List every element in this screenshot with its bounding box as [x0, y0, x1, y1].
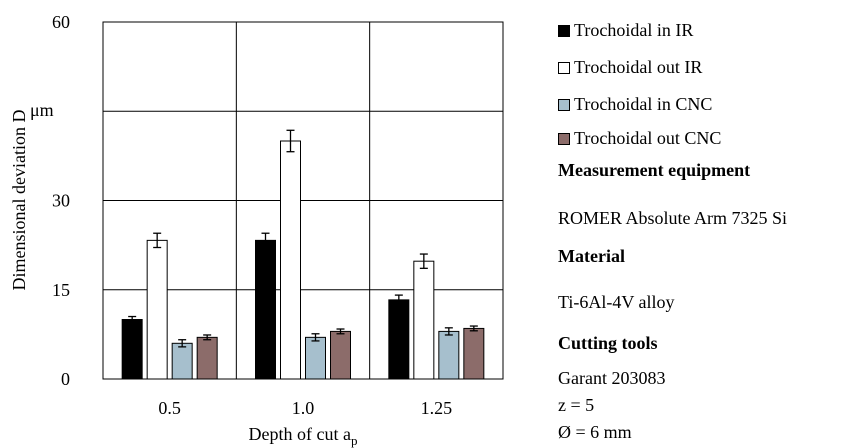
x-axis-label-subscript: p	[351, 433, 358, 448]
bar	[146, 239, 168, 380]
chart: 0 15 30 60 0.5 1.0 1.25 μm Dimensional deviati…	[9, 12, 504, 448]
x-tick-label: 0.5	[158, 398, 181, 418]
bar	[388, 299, 410, 380]
y-tick-label: 15	[52, 280, 70, 300]
legend-label-in-ir: Trochoidal in IR	[574, 20, 694, 40]
bar	[280, 140, 301, 380]
y-tick-label: 30	[52, 191, 70, 211]
bar	[463, 327, 485, 380]
bar	[255, 239, 276, 380]
error-bars	[128, 129, 478, 348]
bar	[171, 342, 193, 380]
bar	[196, 336, 218, 380]
legend-item-out-ir: Trochoidal out IR	[558, 57, 702, 78]
legend-swatch-out-cnc	[558, 132, 570, 145]
bar	[438, 330, 460, 380]
tools-heading: Cutting tools	[558, 333, 658, 353]
bar	[121, 319, 143, 380]
legend-label-out-cnc: Trochoidal out CNC	[574, 128, 722, 148]
tools-teeth: z = 5	[558, 395, 595, 415]
legend-swatch-out-ir	[558, 61, 570, 74]
legend-label-in-cnc: Trochoidal in CNC	[574, 94, 713, 114]
bar	[330, 330, 351, 380]
equipment-heading: Measurement equipment	[558, 160, 751, 180]
legend-item-in-ir: Trochoidal in IR	[558, 20, 693, 41]
material-value: Ti-6Al-4V alloy	[558, 292, 675, 312]
bar	[413, 260, 435, 380]
legend-label-out-ir: Trochoidal out IR	[574, 57, 703, 77]
legend-item-in-cnc: Trochoidal in CNC	[558, 94, 712, 115]
bars	[121, 140, 485, 380]
y-tick-label: 60	[52, 12, 70, 32]
legend-swatch-in-ir	[558, 24, 570, 37]
tick-labels: 0 15 30 60 0.5 1.0 1.25	[52, 12, 452, 418]
x-axis-label: Depth of cut ap	[249, 424, 358, 448]
y-axis-unit: μm	[30, 100, 54, 120]
tools-diameter: Ø = 6 mm	[558, 422, 632, 442]
bar	[305, 336, 326, 380]
y-tick-label: 0	[61, 369, 70, 389]
plot-frame	[102, 21, 504, 380]
x-tick-label: 1.25	[421, 398, 453, 418]
legend-item-out-cnc: Trochoidal out CNC	[558, 128, 721, 149]
legend-swatch-in-cnc	[558, 98, 570, 111]
x-tick-label: 1.0	[292, 398, 315, 418]
material-heading: Material	[558, 246, 625, 266]
grid-lines	[102, 21, 504, 380]
y-axis-label: Dimensional deviation D	[9, 110, 29, 291]
equipment-value: ROMER Absolute Arm 7325 Si	[558, 208, 788, 228]
x-axis-label-main: Depth of cut a	[249, 424, 351, 444]
tools-model: Garant 203083	[558, 368, 666, 388]
